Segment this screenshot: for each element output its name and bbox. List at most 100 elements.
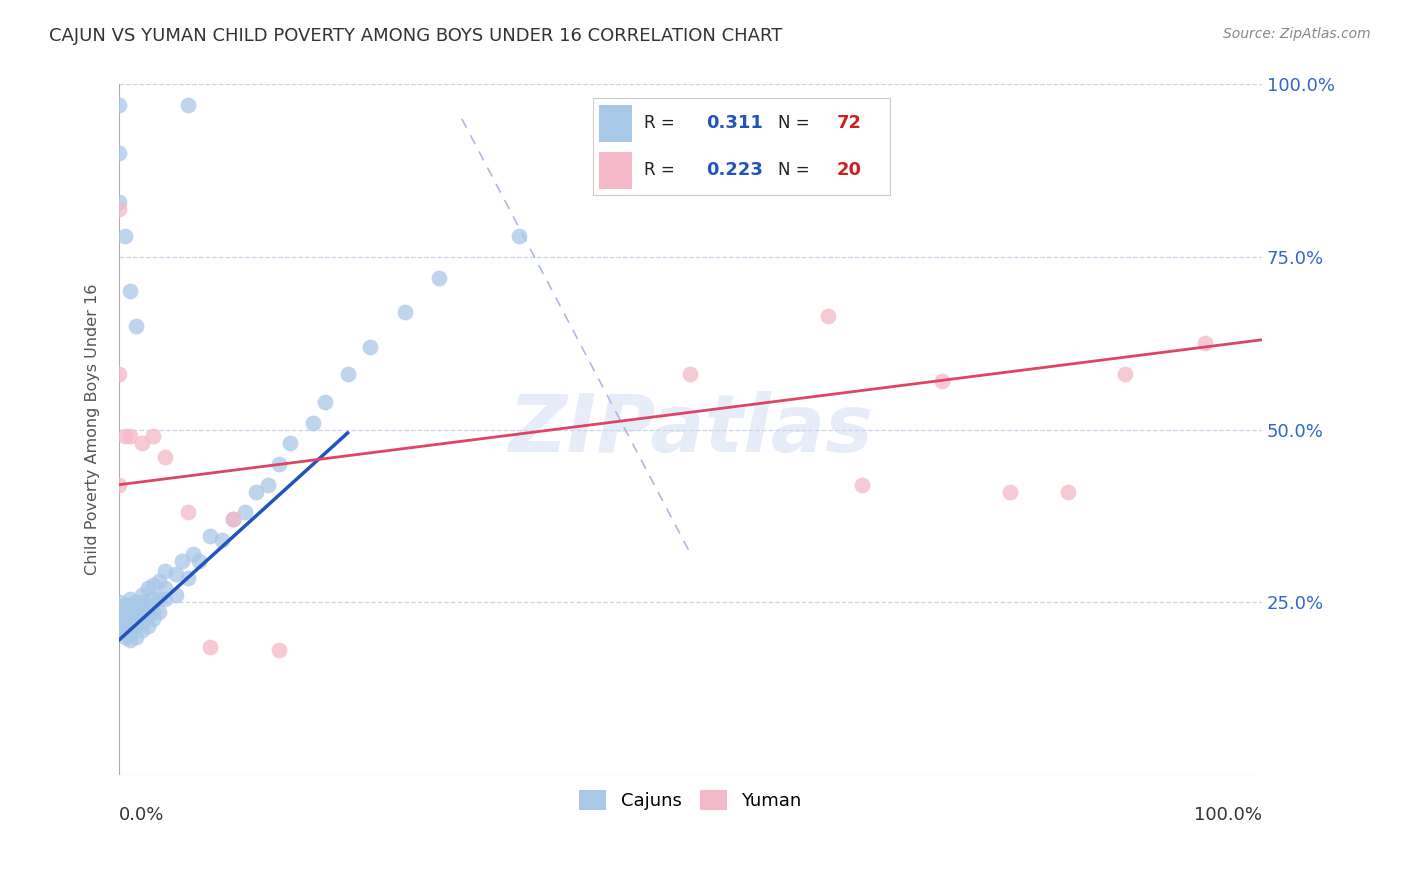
Point (165, 588, 187, 602)
Point (153, 581, 176, 595)
Point (114, 602, 136, 616)
Point (359, 340, 381, 354)
Point (114, 606, 136, 620)
Point (176, 571, 198, 585)
Point (148, 591, 170, 606)
Point (108, 194, 131, 209)
Point (125, 318, 148, 333)
Point (114, 623, 136, 637)
Point (114, 630, 136, 644)
Point (120, 285, 142, 299)
Point (148, 574, 170, 589)
Point (120, 632, 142, 647)
Point (176, 505, 198, 519)
Point (120, 619, 142, 633)
Point (142, 429, 165, 443)
Point (125, 630, 148, 644)
Point (153, 591, 176, 606)
Point (176, 98, 198, 112)
Point (108, 626, 131, 640)
Point (233, 505, 256, 519)
Point (120, 626, 142, 640)
Point (1194, 336, 1216, 351)
Point (120, 612, 142, 626)
Point (280, 436, 302, 450)
Point (153, 450, 176, 464)
Point (148, 606, 170, 620)
Point (1000, 484, 1022, 499)
Point (267, 643, 290, 657)
Point (200, 529, 222, 543)
Point (183, 547, 205, 561)
Point (200, 640, 222, 654)
Point (170, 554, 193, 568)
Point (131, 588, 153, 602)
Point (142, 612, 165, 626)
Point (125, 606, 148, 620)
Point (108, 602, 131, 616)
Point (108, 368, 131, 382)
Point (120, 429, 142, 443)
Point (120, 606, 142, 620)
Point (108, 606, 131, 620)
Point (108, 98, 131, 112)
Point (1114, 368, 1136, 382)
Point (211, 533, 233, 547)
Point (302, 416, 325, 430)
Point (188, 554, 211, 568)
Point (114, 229, 136, 244)
Point (136, 581, 159, 595)
Point (114, 615, 136, 630)
Point (108, 477, 131, 491)
Point (931, 374, 953, 388)
Point (125, 619, 148, 633)
Point (222, 512, 245, 526)
Point (114, 429, 136, 443)
Text: Source: ZipAtlas.com: Source: ZipAtlas.com (1223, 27, 1371, 41)
Point (851, 477, 873, 491)
Point (394, 305, 416, 319)
Y-axis label: Child Poverty Among Boys Under 16: Child Poverty Among Boys Under 16 (86, 284, 100, 575)
Point (108, 146, 131, 161)
Point (136, 619, 159, 633)
Point (125, 595, 148, 609)
Point (114, 619, 136, 633)
Point (120, 599, 142, 613)
Point (131, 595, 153, 609)
Point (267, 457, 290, 471)
Point (142, 606, 165, 620)
Text: CAJUN VS YUMAN CHILD POVERTY AMONG BOYS UNDER 16 CORRELATION CHART: CAJUN VS YUMAN CHILD POVERTY AMONG BOYS … (49, 27, 783, 45)
Legend: Cajuns, Yuman: Cajuns, Yuman (572, 783, 808, 817)
Point (131, 623, 153, 637)
Point (136, 599, 159, 613)
Point (336, 368, 359, 382)
Point (114, 608, 136, 623)
Point (142, 591, 165, 606)
Point (131, 602, 153, 616)
Point (131, 436, 153, 450)
Point (108, 612, 131, 626)
Point (256, 477, 278, 491)
Point (245, 484, 267, 499)
Point (165, 567, 187, 582)
Point (153, 564, 176, 578)
Point (108, 202, 131, 216)
Point (108, 615, 131, 630)
Point (120, 615, 142, 630)
Point (108, 595, 131, 609)
Point (1056, 484, 1078, 499)
Point (114, 612, 136, 626)
Text: 0.0%: 0.0% (120, 805, 165, 823)
Point (817, 309, 839, 323)
Point (427, 270, 450, 285)
Text: ZIPatlas: ZIPatlas (508, 391, 873, 468)
Point (114, 599, 136, 613)
Point (679, 368, 702, 382)
Point (108, 619, 131, 633)
Point (222, 512, 245, 526)
Point (136, 608, 159, 623)
Point (108, 608, 131, 623)
Point (125, 612, 148, 626)
Point (508, 229, 530, 244)
Text: 100.0%: 100.0% (1194, 805, 1263, 823)
